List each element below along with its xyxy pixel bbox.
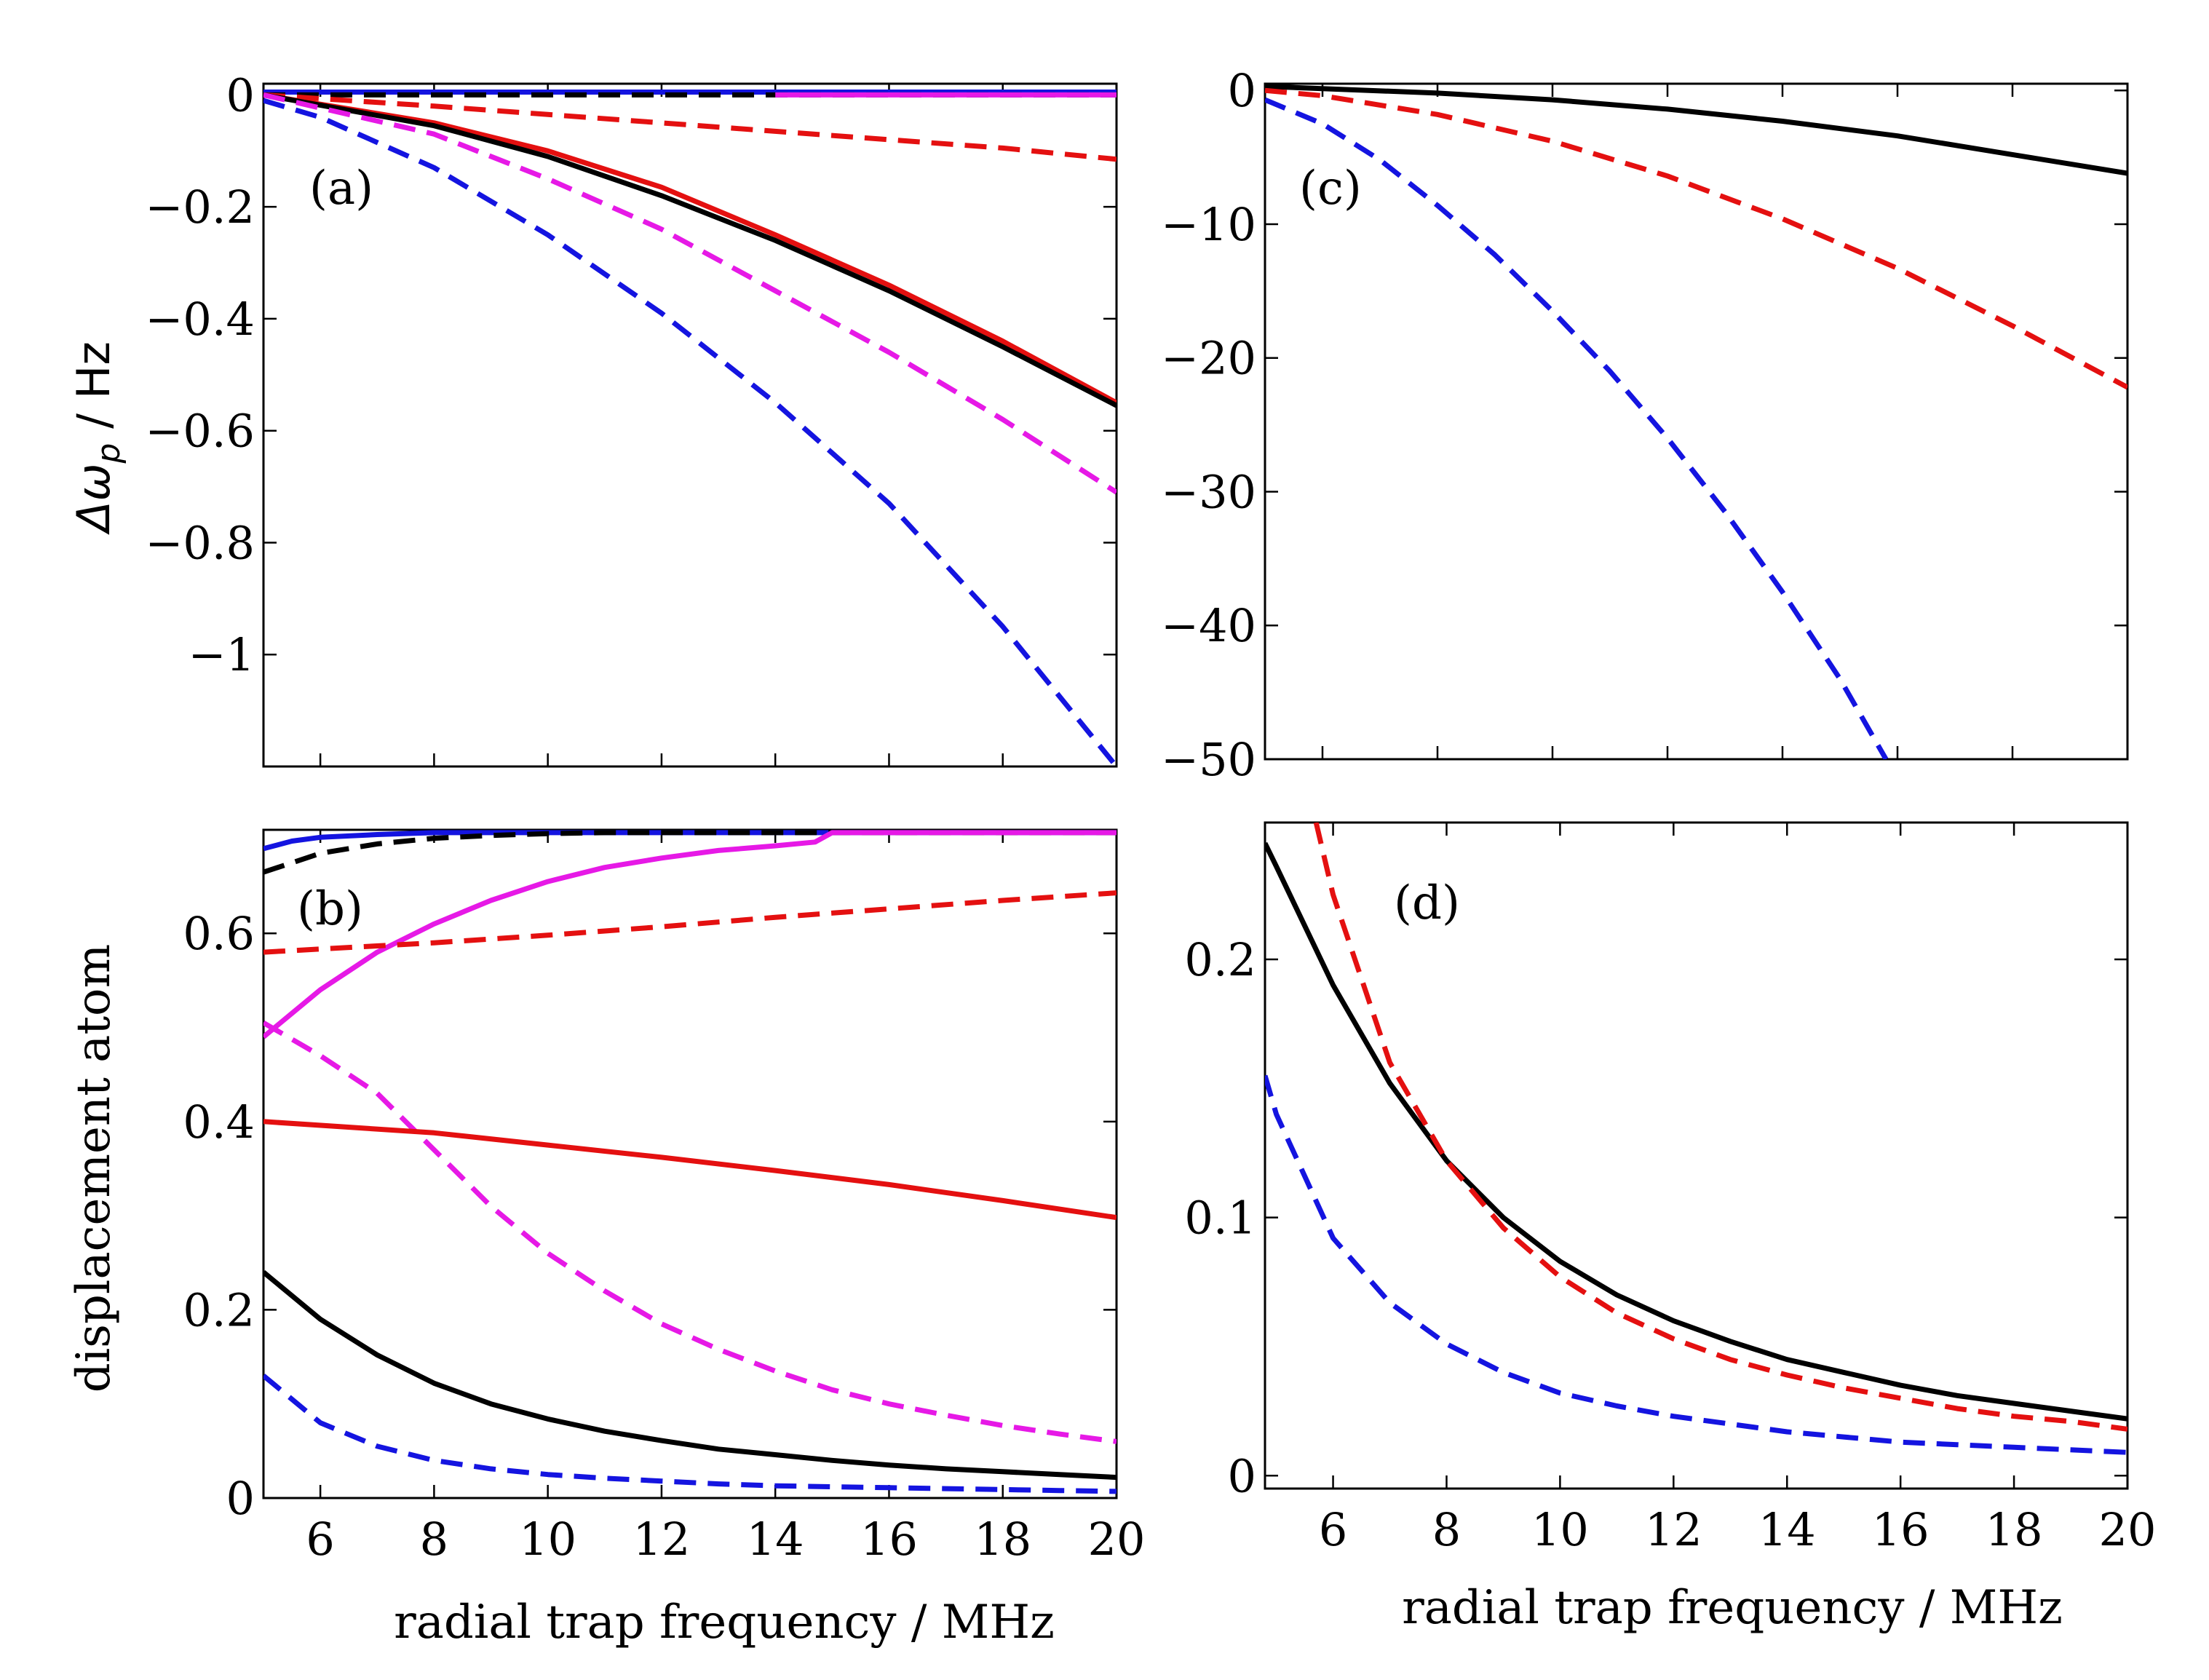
panel-b-ytick-label: 0.2	[183, 1283, 255, 1336]
y-axis-title-top-subscript: p	[90, 443, 127, 464]
x-axis-title-right: radial trap frequency / MHz	[1402, 1581, 2063, 1635]
panel-b-ticks	[263, 830, 1118, 1499]
panel-b-ytick-label: 0.4	[183, 1095, 255, 1149]
panel-a-ytick-label: −1	[189, 628, 255, 681]
panel-d-xtick-label: 18	[1986, 1503, 2043, 1556]
panel-b-xtick-label: 12	[632, 1513, 690, 1566]
panel-b-series-black-dashed	[263, 830, 1117, 875]
panel-d-ytick-labels: 0 0.1 0.2	[1184, 933, 1256, 1502]
panel-d-ytick-label: 0	[1228, 1449, 1256, 1502]
y-axis-title-bottom: displacement atom	[67, 944, 121, 1393]
panel-d-xtick-label: 16	[1872, 1503, 1930, 1556]
panel-d-xtick-label: 10	[1531, 1503, 1589, 1556]
panel-b-ytick-label: 0	[226, 1472, 255, 1525]
panel-c-ytick-label: −40	[1161, 599, 1256, 652]
panel-b-series-red-solid	[263, 1119, 1117, 1221]
panel-b-xtick-label: 10	[519, 1513, 576, 1566]
panel-c: 0 −10 −20 −30 −40 −50 (c)	[1161, 64, 2129, 786]
panel-a-series	[263, 90, 1117, 766]
panel-a-ytick-label: −0.6	[145, 405, 255, 458]
panel-b-tag: (b)	[297, 882, 363, 936]
panel-a-ticks	[263, 84, 1118, 766]
panel-a: 0 −0.2 −0.4 −0.6 −0.8 −1 (a)	[145, 68, 1118, 768]
panel-b-xtick-label: 18	[974, 1513, 1031, 1566]
panel-b-xtick-label: 6	[306, 1513, 334, 1566]
panel-c-ytick-labels: 0 −10 −20 −30 −40 −50	[1161, 64, 1256, 786]
panel-d-tag: (d)	[1394, 876, 1460, 930]
panel-c-ytick-label: −20	[1161, 332, 1256, 385]
panel-c-ytick-label: 0	[1228, 64, 1256, 117]
panel-d-series-black-solid	[1265, 841, 2127, 1422]
panel-a-series-magenta-dashed	[263, 92, 1117, 495]
panel-b-frame	[262, 828, 1118, 1499]
panel-d-ytick-label: 0.1	[1184, 1192, 1256, 1245]
panel-b-series-blue-dashed	[263, 1374, 1117, 1494]
panel-c-ytick-label: −30	[1161, 465, 1256, 518]
panel-c-frame	[1264, 82, 2129, 761]
y-axis-title-top: Δωp / Hz	[67, 341, 127, 535]
panel-d-ticks	[1265, 823, 2129, 1489]
panel-d-series-blue-dashed	[1265, 1074, 2127, 1455]
panel-d-xtick-labels: 6 8 10 12 14 16 18 20	[1319, 1503, 2157, 1556]
panel-b-series-black-solid	[263, 1270, 1117, 1481]
panel-d-xtick-label: 12	[1645, 1503, 1702, 1556]
panel-b-series-red-dashed	[263, 890, 1117, 955]
panel-a-series-red-solid	[263, 92, 1117, 405]
panel-b-xtick-label: 16	[860, 1513, 918, 1566]
panel-b-ytick-label: 0.6	[183, 907, 255, 960]
panel-d-ytick-label: 0.2	[1184, 933, 1256, 986]
y-axis-title-top-unit: / Hz	[67, 341, 120, 443]
panel-a-ytick-label: 0	[226, 68, 255, 122]
panel-a-ytick-label: −0.4	[145, 293, 255, 346]
panel-a-tag: (a)	[309, 162, 373, 215]
panel-c-ytick-label: −10	[1161, 198, 1256, 251]
panel-d-xtick-label: 6	[1319, 1503, 1347, 1556]
panel-c-ytick-label: −50	[1161, 733, 1256, 786]
panel-c-series-blue-dashed	[1265, 97, 1889, 759]
panel-c-series-black-solid	[1265, 84, 2127, 176]
panel-a-ytick-label: −0.8	[145, 516, 255, 569]
panel-b-series	[263, 830, 1117, 1494]
panel-a-series-blue-dashed	[263, 98, 1117, 766]
panel-d-series	[1265, 823, 2127, 1455]
panel-a-series-black-solid	[263, 92, 1117, 408]
panel-b-ytick-labels: 0 0.2 0.4 0.6	[183, 907, 255, 1525]
y-axis-title-top-symbol: Δω	[67, 464, 120, 535]
panel-b-xtick-labels: 6 8 10 12 14 16 18 20	[306, 1513, 1145, 1566]
panel-d-series-red-dashed	[1313, 823, 2127, 1432]
x-axis-title-left: radial trap frequency / MHz	[394, 1596, 1055, 1649]
panel-c-series-red-dashed	[1265, 87, 2127, 390]
panel-c-ticks	[1265, 84, 2129, 761]
panel-b-xtick-label: 14	[747, 1513, 804, 1566]
panel-b-xtick-label: 20	[1088, 1513, 1146, 1566]
panel-c-tag: (c)	[1299, 162, 1362, 215]
panel-c-series	[1265, 84, 2127, 759]
panel-b-series-magenta-dashed	[263, 1021, 1117, 1444]
panel-a-series-red-dashed	[263, 92, 1117, 162]
panel-d: 0 0.1 0.2 6 8 10 12 14 16 18 20 (d)	[1184, 821, 2157, 1556]
panel-d-xtick-label: 8	[1432, 1503, 1461, 1556]
panel-b-xtick-label: 8	[420, 1513, 448, 1566]
panel-a-ytick-labels: 0 −0.2 −0.4 −0.6 −0.8 −1	[145, 68, 255, 681]
panel-b-series-magenta-solid	[263, 830, 1117, 1039]
panel-d-frame	[1264, 821, 2129, 1490]
panel-b: 0 0.2 0.4 0.6 6 8 10 12 14 16 18 20 (b)	[183, 828, 1145, 1566]
panel-a-frame	[262, 82, 1118, 768]
panel-d-xtick-label: 14	[1758, 1503, 1816, 1556]
panel-a-ytick-label: −0.2	[145, 181, 255, 234]
panel-d-xtick-label: 20	[2099, 1503, 2157, 1556]
